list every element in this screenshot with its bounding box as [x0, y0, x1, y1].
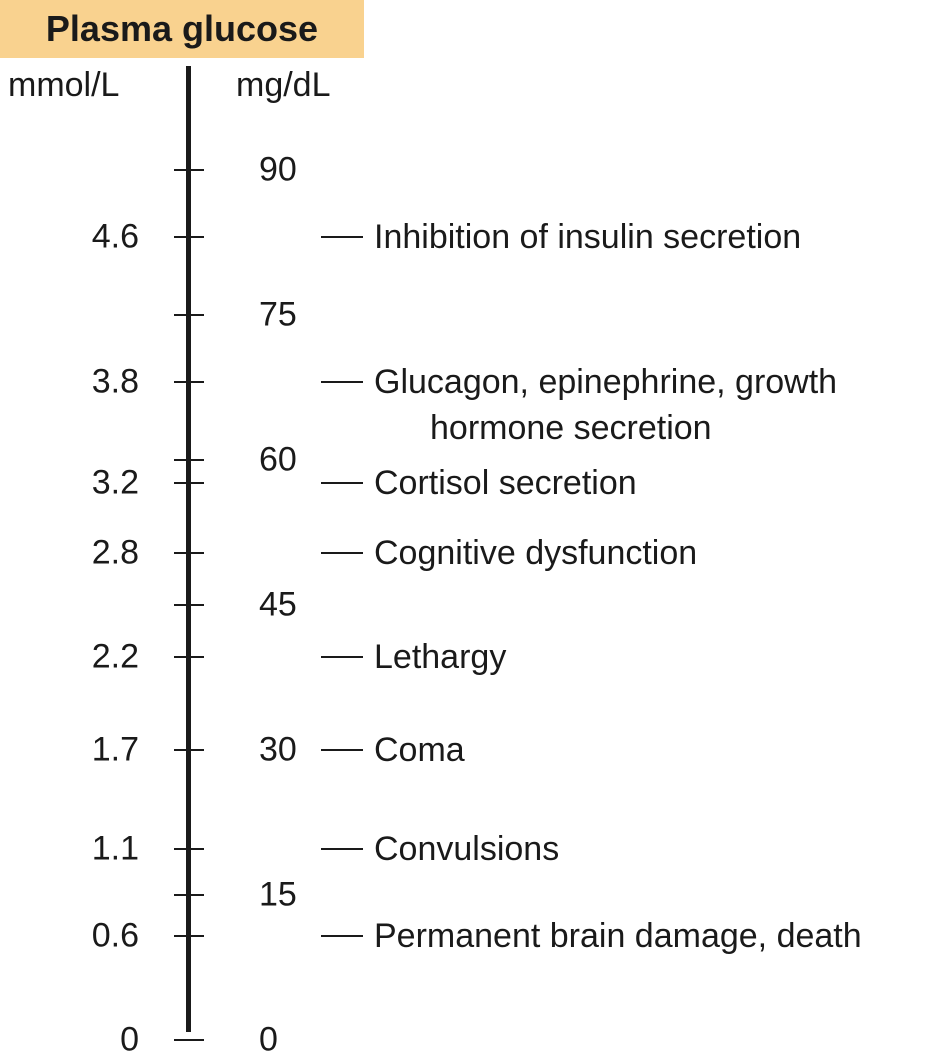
- tick-mark: [174, 236, 204, 239]
- leader-line: [321, 748, 363, 751]
- effect-label: Coma: [374, 727, 465, 773]
- glucose-axis-line: [186, 66, 191, 1032]
- effect-text-line: Lethargy: [374, 638, 507, 677]
- effect-text-line: Permanent brain damage, death: [374, 916, 862, 955]
- tick-mark: [174, 656, 204, 659]
- mmol-tick-label: 2.8: [91, 533, 139, 572]
- tick-mark: [174, 1039, 204, 1041]
- title-box: Plasma glucose: [0, 0, 364, 58]
- mgdl-tick-label: 0: [259, 1020, 278, 1059]
- effect-text-line: Cognitive dysfunction: [374, 533, 698, 572]
- unit-mmol: mmol/L: [8, 66, 120, 104]
- mgdl-tick-label: 60: [259, 440, 297, 479]
- leader-line: [321, 847, 363, 850]
- tick-mark: [174, 551, 204, 554]
- tick-mark: [174, 168, 204, 171]
- effect-text-line: Coma: [374, 730, 465, 769]
- leader-line: [321, 656, 363, 659]
- effect-text-line: Glucagon, epinephrine, growth: [374, 363, 838, 402]
- mgdl-tick-label: 45: [259, 585, 297, 624]
- tick-mark: [174, 381, 204, 384]
- leader-line: [321, 482, 363, 484]
- tick-mark: [174, 893, 204, 896]
- effect-label: Lethargy: [374, 634, 506, 680]
- tick-mark: [174, 458, 204, 461]
- effect-label: Cognitive dysfunction: [374, 530, 697, 576]
- tick-mark: [174, 482, 204, 484]
- mmol-tick-label: 0: [120, 1020, 139, 1059]
- tick-mark: [174, 603, 204, 606]
- effect-label: Permanent brain damage, death: [374, 913, 862, 959]
- leader-line: [321, 381, 363, 384]
- leader-line: [321, 934, 363, 937]
- mmol-tick-label: 3.8: [91, 362, 139, 401]
- leader-line: [321, 236, 363, 239]
- mmol-tick-label: 0.6: [91, 916, 139, 955]
- effect-label: Convulsions: [374, 826, 559, 872]
- mgdl-tick-label: 90: [259, 150, 297, 189]
- mgdl-tick-label: 30: [259, 730, 297, 769]
- diagram-title: Plasma glucose: [45, 8, 319, 49]
- mmol-tick-label: 1.7: [91, 730, 139, 769]
- mmol-tick-label: 4.6: [91, 217, 139, 256]
- effect-label: Inhibition of insulin secretion: [374, 214, 801, 260]
- tick-mark: [174, 934, 204, 937]
- mmol-tick-label: 1.1: [91, 829, 139, 868]
- mmol-tick-label: 2.2: [91, 637, 139, 676]
- mgdl-tick-label: 15: [259, 875, 297, 914]
- effect-text-line: hormone secretion: [430, 409, 712, 448]
- mgdl-tick-label: 75: [259, 295, 297, 334]
- effect-text-line: Inhibition of insulin secretion: [374, 218, 802, 257]
- effect-text-line: Convulsions: [374, 829, 560, 868]
- leader-line: [321, 551, 363, 554]
- unit-mgdl: mg/dL: [236, 66, 331, 104]
- tick-mark: [174, 748, 204, 751]
- tick-mark: [174, 313, 204, 316]
- mmol-tick-label: 3.2: [91, 463, 139, 502]
- effect-label: Glucagon, epinephrine, growth hormone sec…: [374, 359, 837, 451]
- tick-mark: [174, 847, 204, 850]
- effect-label: Cortisol secretion: [374, 460, 637, 506]
- effect-text-line: Cortisol secretion: [374, 464, 637, 502]
